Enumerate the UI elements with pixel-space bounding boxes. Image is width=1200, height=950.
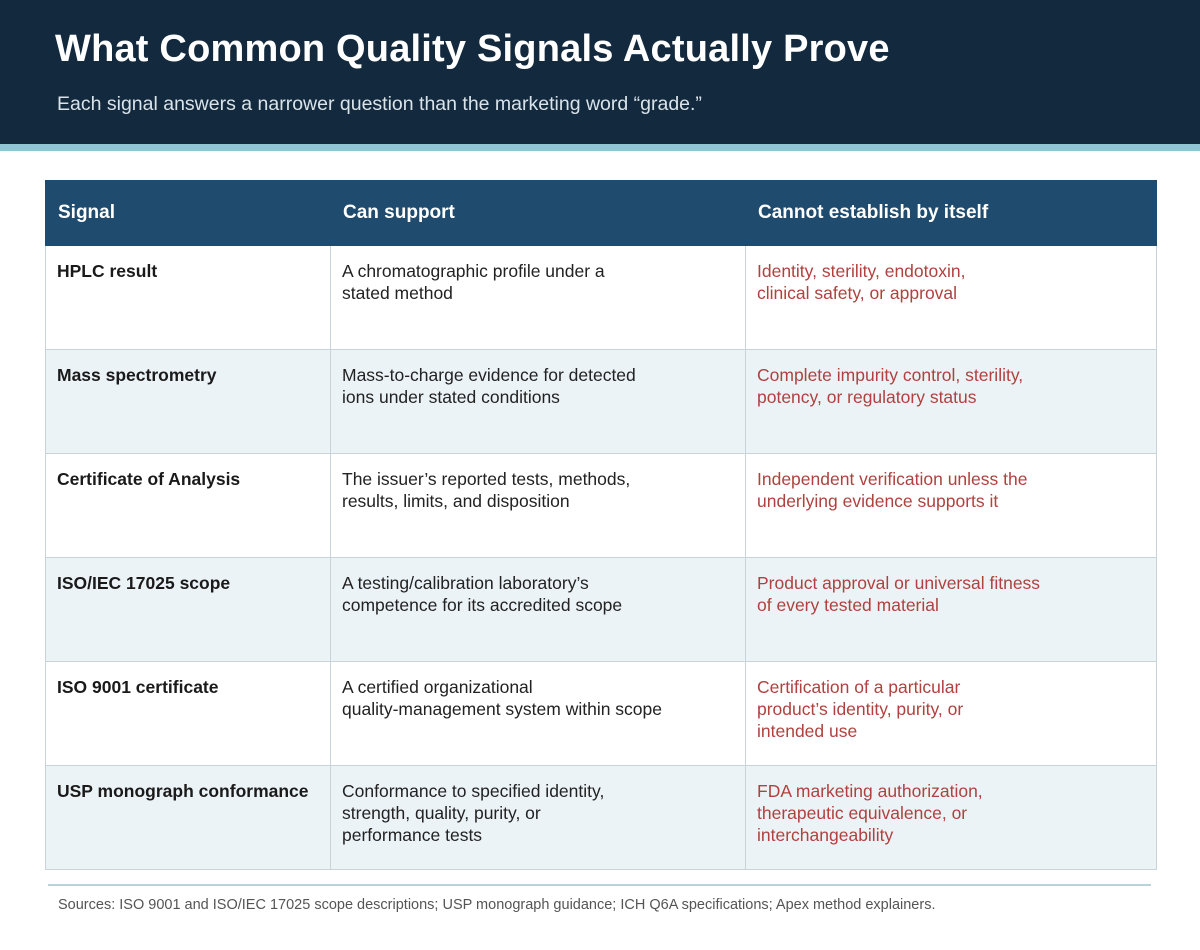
cannot-establish-cell: Complete impurity control, sterility, po… <box>745 349 1157 454</box>
signal-name: USP monograph conformance <box>57 781 309 801</box>
cannot-establish-cell: Identity, sterility, endotoxin, clinical… <box>745 245 1157 350</box>
signal-cell: HPLC result <box>45 245 331 350</box>
cannot-establish-text: FDA marketing authorization, therapeutic… <box>757 781 983 845</box>
can-support-cell: A chromatographic profile under a stated… <box>330 245 746 350</box>
page-subtitle: Each signal answers a narrower question … <box>57 93 702 115</box>
cannot-establish-cell: FDA marketing authorization, therapeutic… <box>745 765 1157 870</box>
cannot-establish-text: Product approval or universal fitness of… <box>757 573 1041 615</box>
can-support-text: Mass-to-charge evidence for detected ion… <box>342 365 636 407</box>
table-row: Certificate of Analysis The issuer’s rep… <box>45 453 1157 558</box>
column-header-signal: Signal <box>45 180 331 246</box>
can-support-cell: A testing/calibration laboratory’s compe… <box>330 557 746 662</box>
cannot-establish-cell: Independent verification unless the unde… <box>745 453 1157 558</box>
cannot-establish-text: Certification of a particular product’s … <box>757 677 964 741</box>
signal-cell: USP monograph conformance <box>45 765 331 870</box>
can-support-text: Conformance to specified identity, stren… <box>342 781 605 845</box>
can-support-text: A certified organizational quality-manag… <box>342 677 663 719</box>
cannot-establish-text: Independent verification unless the unde… <box>757 469 1028 511</box>
table-row: USP monograph conformance Conformance to… <box>45 765 1157 870</box>
signal-cell: Certificate of Analysis <box>45 453 331 558</box>
column-header-can-support: Can support <box>330 180 746 246</box>
can-support-text: A testing/calibration laboratory’s compe… <box>342 573 623 615</box>
can-support-cell: Conformance to specified identity, stren… <box>330 765 746 870</box>
can-support-cell: The issuer’s reported tests, methods, re… <box>330 453 746 558</box>
can-support-text: A chromatographic profile under a stated… <box>342 261 605 303</box>
table-row: HPLC result A chromatographic profile un… <box>45 245 1157 350</box>
signal-name: Mass spectrometry <box>57 365 217 385</box>
can-support-text: The issuer’s reported tests, methods, re… <box>342 469 631 511</box>
signal-name: ISO/IEC 17025 scope <box>57 573 231 593</box>
cannot-establish-cell: Certification of a particular product’s … <box>745 661 1157 766</box>
can-support-cell: A certified organizational quality-manag… <box>330 661 746 766</box>
cannot-establish-text: Complete impurity control, sterility, po… <box>757 365 1024 407</box>
header-accent-rule <box>0 144 1200 151</box>
table-row: ISO/IEC 17025 scope A testing/calibratio… <box>45 557 1157 662</box>
can-support-cell: Mass-to-charge evidence for detected ion… <box>330 349 746 454</box>
sources-note: Sources: ISO 9001 and ISO/IEC 17025 scop… <box>58 897 936 913</box>
signal-cell: ISO 9001 certificate <box>45 661 331 766</box>
signal-name: ISO 9001 certificate <box>57 677 219 697</box>
signals-table-container: Signal Can support Cannot establish by i… <box>45 180 1157 870</box>
header-banner: What Common Quality Signals Actually Pro… <box>0 0 1200 144</box>
footer-divider <box>48 884 1151 886</box>
signal-name: HPLC result <box>57 261 158 281</box>
table-row: ISO 9001 certificate A certified organiz… <box>45 661 1157 766</box>
table-body: HPLC result A chromatographic profile un… <box>45 245 1157 870</box>
cannot-establish-text: Identity, sterility, endotoxin, clinical… <box>757 261 966 303</box>
page-title: What Common Quality Signals Actually Pro… <box>55 28 890 70</box>
column-header-cannot-establish: Cannot establish by itself <box>745 180 1157 246</box>
table-row: Mass spectrometry Mass-to-charge evidenc… <box>45 349 1157 454</box>
table-header: Signal Can support Cannot establish by i… <box>45 180 1157 246</box>
signal-cell: Mass spectrometry <box>45 349 331 454</box>
signal-cell: ISO/IEC 17025 scope <box>45 557 331 662</box>
signal-name: Certificate of Analysis <box>57 469 241 489</box>
table-header-row: Signal Can support Cannot establish by i… <box>45 180 1157 246</box>
signals-table: Signal Can support Cannot establish by i… <box>45 180 1157 870</box>
cannot-establish-cell: Product approval or universal fitness of… <box>745 557 1157 662</box>
